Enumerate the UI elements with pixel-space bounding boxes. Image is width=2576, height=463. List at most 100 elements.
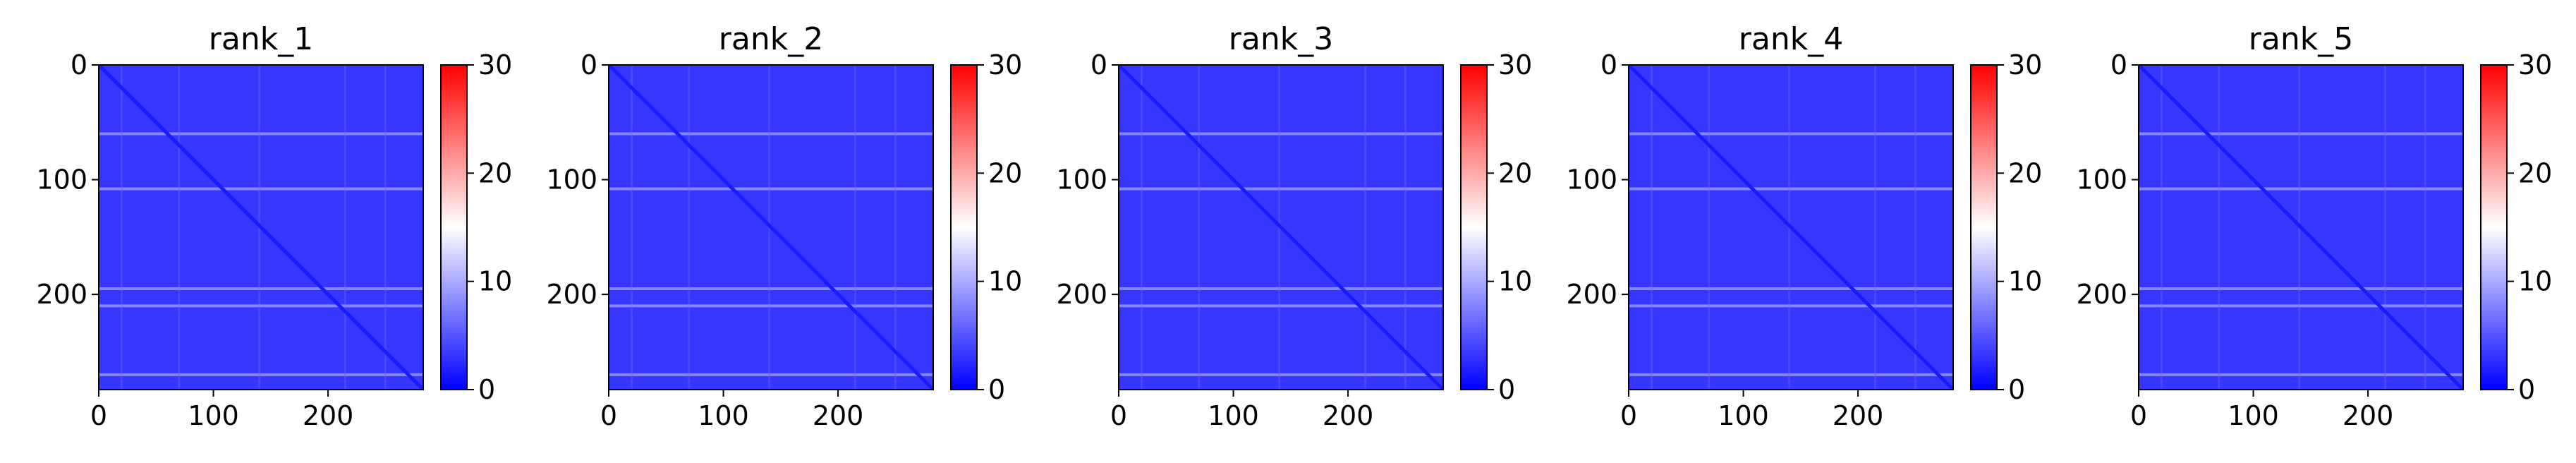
x-tick-label: 0 xyxy=(1620,400,1637,431)
colorbar-tick-label: 30 xyxy=(478,49,512,80)
axes-frame xyxy=(1628,64,1954,390)
heatmap-cells xyxy=(1119,65,1443,390)
y-tick-label: 200 xyxy=(2076,279,2127,310)
bright-row-band xyxy=(2139,373,2463,376)
faint-column-band xyxy=(1873,65,1876,390)
colorbar-tick-label: 30 xyxy=(2518,49,2552,80)
y-tick-label: 100 xyxy=(2076,164,2127,196)
bright-row-band xyxy=(1119,132,1443,136)
y-tick-label: 200 xyxy=(36,279,87,310)
heatmap-diagonal xyxy=(2139,65,2463,390)
faint-column-band xyxy=(2424,65,2426,390)
y-tick-label: 0 xyxy=(1090,49,1107,80)
panel-title: rank_4 xyxy=(1739,21,1843,57)
colorbar-tick-label: 30 xyxy=(1498,49,1532,80)
colorbar-tick-label: 20 xyxy=(1498,157,1532,188)
faint-column-band xyxy=(1708,65,1711,390)
x-tick-label: 100 xyxy=(1718,400,1769,431)
panel-title: rank_2 xyxy=(719,21,823,57)
colorbar-tick-label: 0 xyxy=(2008,374,2025,405)
colorbar-tick-label: 20 xyxy=(2518,157,2552,188)
x-tick-label: 100 xyxy=(698,400,749,431)
heatmap-panel-4: rank_4 0 100 200 0 100 200 0 10 20 30 xyxy=(1566,21,2042,431)
y-tick-label: 100 xyxy=(36,164,87,196)
y-tick-label: 200 xyxy=(1056,279,1107,310)
colorbar xyxy=(2480,64,2508,390)
bright-row-band xyxy=(1119,187,1443,191)
colorbar xyxy=(1970,64,1998,390)
faint-column-band xyxy=(178,65,181,390)
bright-row-band xyxy=(1629,373,1953,376)
heatmap-cells xyxy=(609,65,933,390)
heatmap-diagonal xyxy=(1119,65,1443,390)
heatmap-cells xyxy=(2139,65,2463,390)
heatmap-panel-1: rank_1 0 100 200 0 100 200 0 10 20 30 xyxy=(36,21,512,431)
bright-row-band xyxy=(1629,304,1953,308)
x-tick-label: 200 xyxy=(2343,400,2394,431)
heatmap-cells xyxy=(1629,65,1953,390)
colorbar-tick-label: 0 xyxy=(2518,374,2535,405)
bright-row-band xyxy=(1119,373,1443,376)
y-tick-label: 200 xyxy=(546,279,597,310)
bright-row-band xyxy=(609,287,933,290)
colorbar-tick-label: 10 xyxy=(478,266,512,297)
y-tick-label: 100 xyxy=(1566,164,1617,196)
bright-row-band xyxy=(609,304,933,308)
x-tick-label: 200 xyxy=(1323,400,1374,431)
colorbar xyxy=(440,64,468,390)
y-tick-label: 0 xyxy=(2110,49,2127,80)
colorbar-tick-label: 10 xyxy=(988,266,1022,297)
bright-row-band xyxy=(1629,187,1953,191)
y-tick-label: 200 xyxy=(1566,279,1617,310)
faint-column-band xyxy=(1198,65,1201,390)
x-tick-label: 200 xyxy=(303,400,354,431)
bright-row-band xyxy=(2139,287,2463,290)
bright-row-band xyxy=(609,132,933,136)
heatmap-diagonal xyxy=(1629,65,1953,390)
x-tick-label: 0 xyxy=(1110,400,1127,431)
heatmap-panel-3: rank_3 0 100 200 0 100 200 0 10 20 30 xyxy=(1056,21,1532,431)
bright-row-band xyxy=(1629,287,1953,290)
heatmap-panel-5: rank_5 0 100 200 0 100 200 0 10 20 30 xyxy=(2076,21,2552,431)
colorbar-tick-label: 30 xyxy=(2008,49,2042,80)
colorbar-tick-label: 30 xyxy=(988,49,1022,80)
heatmap-cells xyxy=(99,65,423,390)
faint-column-band xyxy=(384,65,387,390)
bright-row-band xyxy=(99,187,423,191)
heatmap-diagonal xyxy=(609,65,933,390)
panel-title: rank_5 xyxy=(2249,21,2353,57)
bright-row-band xyxy=(2139,132,2463,136)
x-tick-label: 200 xyxy=(1833,400,1884,431)
y-tick-label: 0 xyxy=(71,49,87,80)
bright-row-band xyxy=(99,287,423,290)
bright-row-band xyxy=(609,187,933,191)
axes-frame xyxy=(1118,64,1444,390)
bright-row-band xyxy=(609,373,933,376)
bright-row-band xyxy=(1119,287,1443,290)
x-tick-label: 100 xyxy=(2228,400,2279,431)
faint-column-band xyxy=(1404,65,1407,390)
colorbar-tick-label: 0 xyxy=(988,374,1005,405)
x-tick-label: 200 xyxy=(813,400,864,431)
colorbar-tick-label: 20 xyxy=(2008,157,2042,188)
y-tick-label: 100 xyxy=(546,164,597,196)
colorbar-tick-label: 0 xyxy=(478,374,495,405)
faint-column-band xyxy=(121,65,123,390)
colorbar xyxy=(1460,64,1488,390)
bright-row-band xyxy=(2139,304,2463,308)
faint-column-band xyxy=(2218,65,2220,390)
x-tick-label: 0 xyxy=(90,400,107,431)
x-tick-label: 0 xyxy=(2130,400,2147,431)
bright-row-band xyxy=(99,132,423,136)
y-tick-label: 100 xyxy=(1056,164,1107,196)
x-tick-label: 0 xyxy=(600,400,617,431)
faint-column-band xyxy=(631,65,633,390)
faint-column-band xyxy=(1141,65,1143,390)
y-tick-label: 0 xyxy=(1600,49,1617,80)
faint-column-band xyxy=(344,65,346,390)
bright-row-band xyxy=(1119,304,1443,308)
panel-title: rank_3 xyxy=(1229,21,1333,57)
faint-column-band xyxy=(688,65,691,390)
x-tick-label: 100 xyxy=(1208,400,1259,431)
